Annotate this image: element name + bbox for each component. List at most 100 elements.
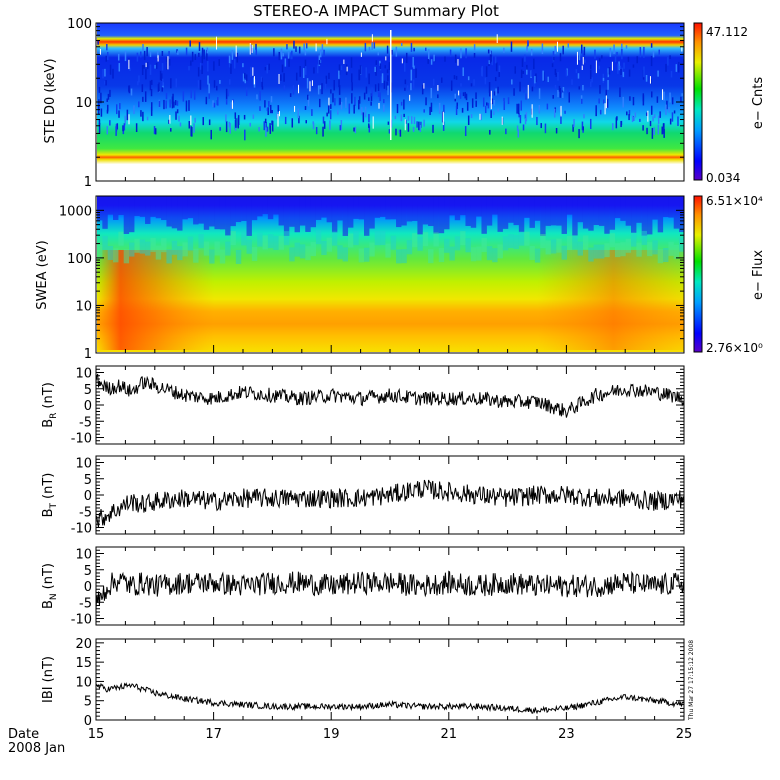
- spectrogram-cell: [465, 93, 468, 101]
- spectrogram-gap: [346, 66, 348, 72]
- spectrogram-cell: [428, 249, 434, 264]
- spectrogram-cell: [470, 196, 477, 228]
- spectrogram-cell: [519, 114, 522, 124]
- spectrogram-cell: [193, 196, 199, 225]
- spectrogram-cell: [371, 42, 373, 50]
- ste-y-axis: 1 10 100: [67, 17, 684, 190]
- spectrogram-cell: [358, 248, 365, 263]
- spectrogram-cell: [162, 78, 164, 86]
- spectrogram-cell: [449, 246, 455, 261]
- spectrogram-cell: [406, 196, 413, 222]
- spectrogram-cell: [208, 83, 210, 94]
- y-tick-label: 10: [75, 367, 92, 382]
- spectrogram-cell: [267, 234, 274, 249]
- spectrogram-cell: [251, 247, 258, 262]
- spectrogram-cell: [190, 89, 192, 99]
- spectrogram-cell: [122, 125, 124, 132]
- spectrogram-cell: [106, 126, 109, 135]
- spectrogram-cell: [562, 87, 565, 92]
- spectrogram-cell: [567, 88, 569, 93]
- spectrogram-cell: [100, 108, 103, 117]
- spectrogram-cell: [205, 96, 208, 105]
- spectrogram-cell: [465, 196, 471, 226]
- spectrogram-cell: [578, 129, 580, 139]
- spectrogram-cell: [321, 241, 327, 256]
- spectrogram-cell: [673, 196, 680, 229]
- spectrogram-cell: [271, 120, 274, 132]
- spectrogram-cell: [566, 235, 573, 250]
- date-label: Date: [8, 727, 39, 742]
- spectrogram-cell: [163, 99, 165, 110]
- spectrogram-gap: [560, 105, 562, 117]
- spectrogram-gap: [231, 100, 233, 109]
- spectrogram-cell: [562, 45, 564, 55]
- spectrogram-cell: [283, 231, 290, 246]
- spectrogram-cell: [663, 129, 665, 138]
- spectrogram-cell: [652, 116, 654, 122]
- spectrogram-cell: [470, 114, 473, 118]
- spectrogram-cell: [641, 230, 648, 245]
- spectrogram-cell: [609, 47, 612, 57]
- spectrogram-cell: [129, 242, 135, 257]
- spectrogram-cell: [486, 246, 493, 261]
- spectrogram-cell: [497, 108, 499, 112]
- spectrogram-cell: [304, 59, 307, 71]
- spectrogram-cell: [219, 249, 226, 264]
- spectrogram-cell: [572, 235, 578, 250]
- spectrogram-cell: [667, 57, 669, 66]
- spectrogram-cell: [618, 61, 620, 71]
- spectrogram-cell: [315, 196, 322, 220]
- spectrogram-cell: [262, 196, 268, 215]
- spectrogram-cell: [533, 58, 535, 70]
- spectrogram-cell: [433, 232, 439, 247]
- spectrogram-cell: [561, 196, 567, 234]
- spectrogram-cell: [139, 239, 146, 254]
- spectrogram-cell: [319, 59, 322, 64]
- spectrogram-cell: [502, 236, 509, 251]
- spectrogram-cell: [319, 98, 321, 108]
- spectrogram-cell: [628, 110, 631, 116]
- spectrogram-cell: [210, 129, 212, 140]
- spectrogram-cell: [251, 196, 258, 221]
- spectrogram-cell: [213, 61, 215, 71]
- spectrogram-cell: [631, 196, 637, 233]
- spectrogram-cell: [520, 69, 523, 79]
- spectrogram-cell: [322, 116, 325, 124]
- spectrogram-cell: [407, 115, 410, 121]
- spectrogram-cell: [653, 114, 656, 118]
- y-tick-label: -10: [71, 432, 92, 447]
- spectrogram-cell: [375, 66, 377, 76]
- spectrogram-cell: [669, 92, 671, 103]
- spectrogram-cell: [423, 119, 425, 127]
- spectrogram-cell: [282, 52, 284, 57]
- spectrogram-cell: [194, 117, 196, 123]
- spectrogram-cell: [265, 121, 267, 128]
- y-tick-label: -5: [79, 596, 92, 611]
- spectrogram-cell: [227, 88, 230, 97]
- spectrogram-cell: [438, 248, 445, 263]
- spectrogram-cell: [625, 45, 628, 49]
- spectrogram-cell: [255, 49, 258, 56]
- spectrogram-cell: [229, 122, 231, 134]
- spectrogram-cell: [621, 49, 623, 60]
- spectrogram-gap: [315, 43, 317, 52]
- spectrogram-cell: [433, 196, 439, 234]
- spectrogram-cell: [410, 116, 413, 124]
- spectrogram-cell: [291, 118, 294, 128]
- spectrogram-cell: [225, 196, 231, 236]
- spectrogram-cell: [252, 114, 255, 119]
- spectrogram-cell: [493, 111, 495, 115]
- spectrogram-cell: [645, 75, 648, 82]
- spectrogram-gap: [157, 55, 159, 62]
- spectrogram-cell: [491, 55, 493, 66]
- spectrogram-cell: [581, 98, 583, 104]
- spectrogram-cell: [330, 104, 332, 109]
- spectrogram-gap: [647, 110, 649, 122]
- spectrogram-cell: [658, 49, 660, 55]
- spectrogram-cell: [129, 67, 131, 72]
- spectrogram-cell: [166, 62, 168, 70]
- spectrogram-cell: [323, 121, 326, 129]
- spectrogram-cell: [598, 98, 600, 104]
- y-tick-label: 0: [84, 580, 92, 595]
- y-tick-label: -5: [79, 415, 92, 430]
